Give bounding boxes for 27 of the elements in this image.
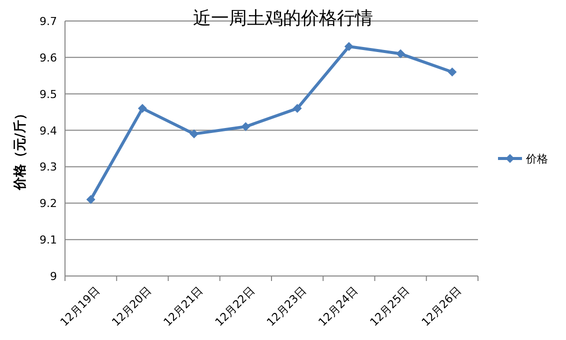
point [190, 129, 199, 138]
point [241, 122, 250, 132]
y-tick-label: 9.4 [40, 124, 57, 138]
x-tick-label: 12月23日 [264, 284, 309, 329]
y-tick-label: 9.6 [40, 51, 57, 64]
x-tick-label: 12月25日 [368, 284, 412, 329]
x-tick-label: 12月24日 [316, 284, 361, 329]
x-tick-label: 12月26日 [419, 284, 464, 329]
point [396, 49, 406, 58]
x-tick-label: 12月22日 [212, 284, 258, 329]
point [344, 42, 354, 51]
x-tick-label: 12月19日 [58, 284, 102, 329]
y-tick-label: 9.5 [40, 88, 57, 101]
y-tick-label: 9.2 [40, 197, 57, 210]
x-tick-label: 12月20日 [109, 284, 154, 329]
x-tick-label: 12月21日 [161, 284, 206, 329]
point [448, 68, 457, 76]
point [86, 195, 96, 204]
point [138, 104, 147, 113]
chart-title: 近一周土鸡的价格行情 [193, 8, 373, 29]
y-tick-label: 9.3 [40, 160, 57, 174]
y-tick-label: 9 [50, 270, 57, 283]
y-tick-label: 9.1 [40, 234, 57, 247]
y-tick-label: 9.7 [40, 15, 57, 28]
y-axis-title: 价格（元/斤） [12, 107, 28, 191]
point [292, 104, 302, 113]
legend-label: 价格 [525, 152, 548, 166]
